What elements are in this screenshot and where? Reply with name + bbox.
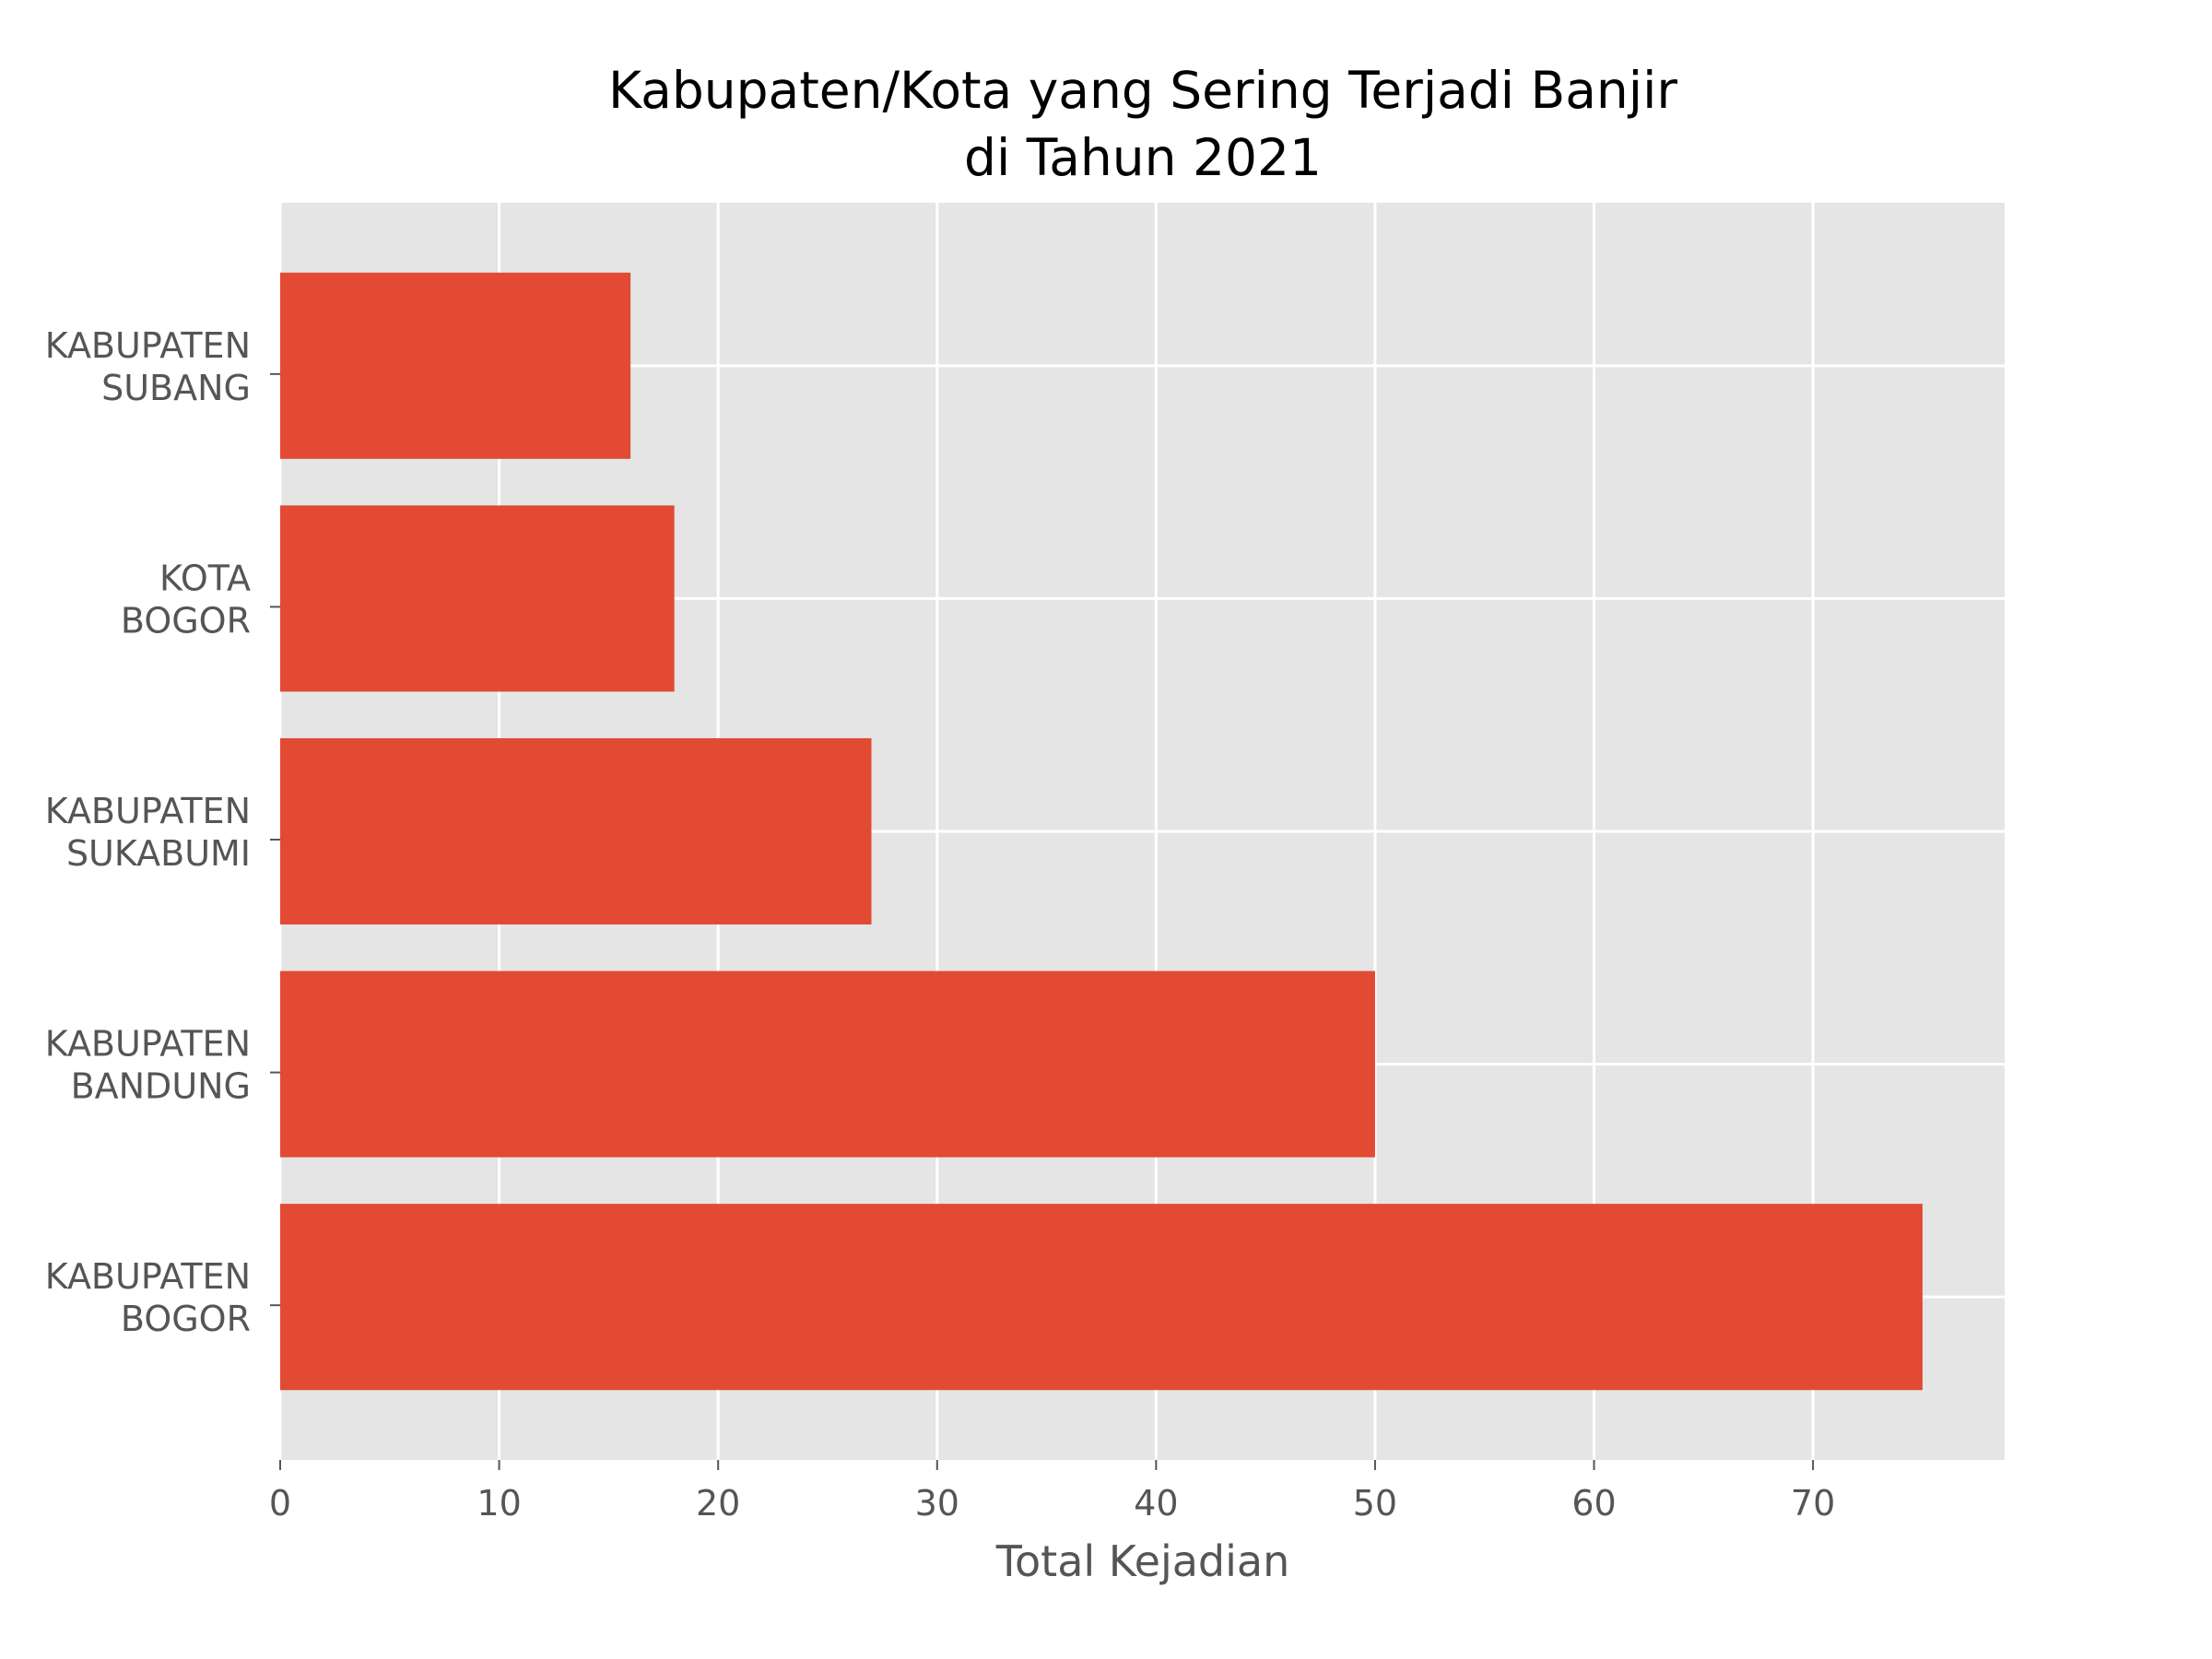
x-axis-label: Total Kejadian: [995, 1536, 1290, 1586]
y-tick-label-line: BANDUNG: [71, 1066, 251, 1107]
bar: [280, 505, 675, 692]
y-tick-label: KABUPATEN BANDUNG: [45, 1024, 251, 1107]
y-tick-label-line: KABUPATEN: [45, 1024, 251, 1065]
y-tick-label: KOTA BOGOR: [121, 558, 251, 641]
bars: [280, 272, 1923, 1391]
y-tick-label-line: SUKABUMI: [66, 833, 251, 874]
x-tick-label: 70: [1791, 1483, 1835, 1524]
chart-title-line-1: Kabupaten/Kota yang Sering Terjadi Banji…: [608, 61, 1677, 120]
y-tick-label-line: KABUPATEN: [45, 325, 251, 366]
y-tick-label: KABUPATEN SUKABUMI: [45, 791, 251, 874]
bar: [280, 1204, 1923, 1391]
y-tick-label-line: SUBANG: [101, 368, 251, 408]
x-tick-label: 0: [269, 1483, 291, 1524]
y-tick-label-line: BOGOR: [121, 600, 251, 641]
x-axis-ticks: 0 10 20 30 40 50 60 70: [269, 1460, 1835, 1524]
x-tick-label: 50: [1353, 1483, 1397, 1524]
y-tick-label-line: KABUPATEN: [45, 791, 251, 831]
bar: [280, 272, 631, 459]
x-tick-label: 60: [1571, 1483, 1616, 1524]
bar: [280, 737, 872, 925]
y-tick-label-line: KOTA: [159, 558, 251, 598]
y-tick-label-line: BOGOR: [121, 1299, 251, 1339]
chart-title-line-2: di Tahun 2021: [964, 128, 1322, 187]
x-tick-label: 40: [1134, 1483, 1178, 1524]
y-tick-label: KABUPATEN BOGOR: [45, 1256, 251, 1339]
x-tick-label: 10: [477, 1483, 521, 1524]
x-tick-label: 30: [915, 1483, 959, 1524]
bar: [280, 971, 1375, 1158]
y-tick-label: KABUPATEN SUBANG: [45, 325, 251, 408]
y-tick-label-line: KABUPATEN: [45, 1256, 251, 1297]
x-tick-label: 20: [696, 1483, 740, 1524]
